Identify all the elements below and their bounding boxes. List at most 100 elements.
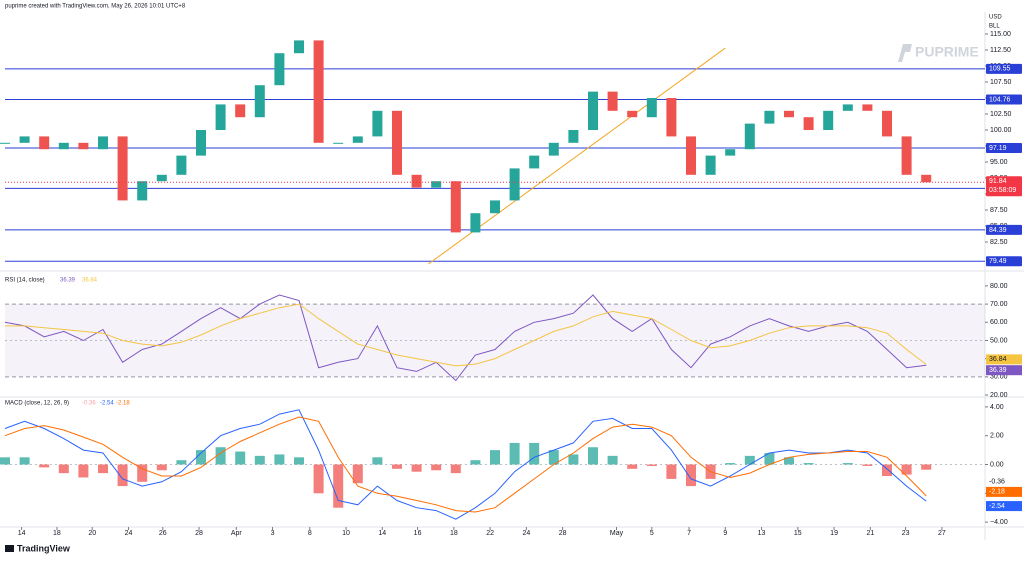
candle — [882, 110, 892, 137]
level-tag-label: 104.76 — [989, 96, 1011, 103]
candle — [470, 213, 481, 233]
x-tick-label: 23 — [902, 530, 910, 537]
histogram-bar — [98, 464, 108, 474]
watermark-text: PUPRIME — [915, 44, 979, 60]
y-tick-label: 115.00 — [990, 31, 1011, 38]
histogram-bar — [333, 464, 344, 508]
histogram-bar — [784, 457, 794, 465]
y-tick-label: 20.00 — [990, 392, 1008, 399]
x-tick-label: 5 — [650, 530, 654, 537]
x-tick-label: 10 — [342, 530, 350, 537]
x-tick-label: 26 — [159, 530, 167, 537]
rsi-line — [5, 303, 927, 367]
level-tag — [986, 142, 1022, 153]
unit: BLL — [989, 24, 1000, 30]
candle — [431, 181, 442, 188]
candle — [646, 98, 657, 118]
histogram-bar — [764, 452, 775, 465]
candle — [0, 142, 10, 144]
candle — [333, 142, 344, 144]
candle — [176, 155, 187, 175]
x-tick-label: 18 — [53, 530, 61, 537]
histogram-bar — [137, 464, 148, 482]
level-tag-label: 97.19 — [989, 145, 1007, 152]
histogram-bar — [568, 454, 579, 465]
histogram-bar — [646, 464, 657, 466]
candle — [58, 142, 69, 150]
histogram-bar — [686, 464, 696, 487]
y-tick-label: 87.50 — [990, 207, 1008, 214]
histogram-bar — [921, 464, 932, 470]
histogram-bar — [58, 464, 69, 474]
candle — [666, 98, 677, 137]
candle — [372, 110, 383, 137]
x-tick-label: 19 — [830, 530, 838, 537]
x-tick-label: 18 — [450, 530, 458, 537]
candle — [117, 136, 128, 201]
histogram-bar — [842, 463, 853, 465]
histogram-bar — [411, 464, 422, 472]
candle — [607, 91, 618, 111]
histogram-bar — [725, 463, 736, 465]
y-tick-label: 2.00 — [990, 433, 1004, 440]
candle — [568, 130, 579, 143]
macd-line — [4, 416, 927, 513]
candle — [450, 181, 461, 233]
y-tick-label: 107.50 — [990, 79, 1012, 86]
candle — [294, 40, 304, 54]
histogram-bar — [352, 464, 363, 484]
histogram-bar — [215, 447, 226, 465]
histogram-bar — [607, 455, 618, 465]
x-tick-label: 14 — [378, 530, 386, 537]
candle — [156, 174, 167, 182]
footer-logo — [5, 545, 14, 552]
candle — [254, 85, 265, 118]
logo-mark — [898, 44, 912, 62]
y-tick-label: 100.00 — [990, 127, 1012, 134]
x-tick-label: 24 — [125, 530, 133, 537]
histogram-bar — [78, 464, 89, 478]
x-tick-label: 24 — [522, 530, 530, 537]
header-text: puprime created with TradingView.com, Ma… — [5, 4, 186, 10]
x-tick-label: 27 — [938, 530, 946, 537]
last-price-time: 03:58:09 — [989, 187, 1016, 194]
candle — [862, 104, 873, 111]
rsi-line — [4, 294, 927, 382]
x-tick-label: 3 — [271, 530, 275, 537]
rsi-legend: RSI (14, close) — [5, 278, 45, 284]
candle — [627, 110, 638, 118]
x-tick-label: 13 — [758, 530, 766, 537]
histogram-bar — [235, 451, 246, 465]
x-tick-label: 8 — [308, 530, 312, 537]
candle — [78, 142, 89, 150]
x-tick-label: 21 — [866, 530, 874, 537]
candle — [392, 110, 402, 175]
histogram-bar — [509, 442, 520, 465]
x-tick-label: 15 — [794, 530, 802, 537]
legend-value: -2.18 — [116, 401, 130, 407]
y-tick-label: 82.50 — [990, 239, 1008, 246]
y-tick-label: 70.00 — [990, 301, 1008, 308]
histogram-bar — [39, 464, 50, 468]
histogram-bar — [666, 464, 677, 479]
histogram-bar — [588, 447, 598, 465]
value-tag — [986, 365, 1022, 376]
y-tick-label: 4.00 — [990, 404, 1004, 411]
currency: USD — [989, 15, 1002, 21]
y-tick-label: 80.00 — [990, 283, 1008, 290]
y-tick-label: −4.00 — [990, 519, 1008, 526]
histogram-bar — [490, 450, 500, 465]
x-tick-label: 22 — [486, 530, 494, 537]
value-tag — [986, 476, 1022, 487]
histogram-bar — [470, 460, 481, 465]
y-tick-label: 102.50 — [990, 111, 1012, 118]
x-tick-label: 14 — [18, 530, 26, 537]
histogram-bar — [0, 457, 10, 465]
candle — [19, 136, 30, 143]
value-tag — [986, 486, 1022, 497]
histogram-bar — [529, 442, 540, 465]
candle — [588, 91, 598, 131]
candle — [803, 117, 814, 131]
